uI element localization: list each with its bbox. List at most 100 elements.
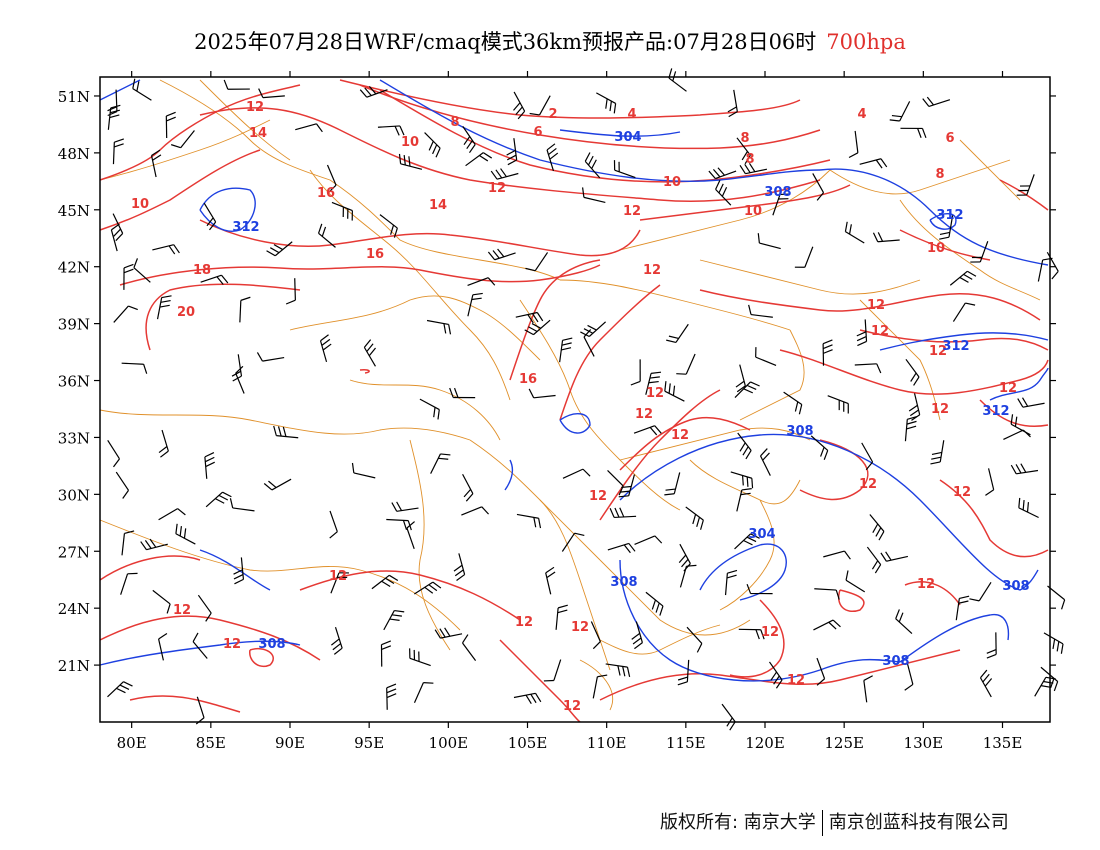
- wind-barb-feather: [482, 152, 493, 159]
- geopotential-label: 304: [748, 527, 775, 542]
- wind-barb-shaft: [200, 274, 222, 283]
- geopotential-label: 308: [786, 424, 813, 439]
- wind-barb-feather: [444, 627, 451, 637]
- wind-barb-feather: [655, 602, 660, 613]
- wind-barb-feather: [743, 388, 754, 394]
- wind-barb-feather: [875, 527, 882, 537]
- wind-barb-feather: [872, 523, 879, 533]
- wind-barb-feather: [619, 490, 631, 493]
- wind-barb-feather: [913, 376, 920, 386]
- wind-barb-feather: [389, 618, 400, 621]
- wind-barb-shaft: [330, 572, 340, 594]
- temperature-contour: [199, 219, 641, 257]
- wind-barb-feather: [394, 125, 400, 136]
- wind-barb-shaft: [276, 435, 299, 439]
- wind-barb-shaft: [274, 241, 293, 257]
- wind-barb-feather: [906, 420, 917, 425]
- wind-barb-feather: [524, 329, 534, 336]
- wind-barb-feather: [240, 296, 251, 301]
- wind-barb-feather: [562, 337, 573, 341]
- wind-barb-feather: [116, 687, 126, 694]
- wind-barb-feather: [746, 536, 757, 543]
- lon-label: 90E: [275, 734, 305, 752]
- wind-barb-feather: [1043, 680, 1054, 684]
- wind-barb-shaft: [110, 229, 118, 252]
- wind-barb-feather: [332, 643, 342, 651]
- temperature-label: 12: [859, 477, 877, 492]
- wind-barb-feather: [229, 498, 234, 509]
- wind-barb-feather: [736, 385, 746, 393]
- temperature-label: 2: [548, 107, 557, 122]
- boundary-line: [899, 199, 1041, 301]
- wind-barb-shaft: [877, 239, 900, 243]
- temperature-contour: [99, 555, 201, 581]
- wind-barb-feather: [692, 514, 697, 525]
- wind-barb-feather: [206, 217, 214, 227]
- geopotential-contour: [379, 79, 821, 182]
- temperature-label: 12: [999, 381, 1017, 396]
- temperature-contour: [499, 639, 581, 723]
- wind-barb-feather: [438, 457, 449, 460]
- temperature-contour: [199, 107, 821, 203]
- wind-barb-shaft: [1016, 469, 1039, 475]
- wind-barb-feather: [677, 676, 688, 681]
- wind-barb-shaft: [419, 398, 440, 411]
- temperature-label: 12: [571, 620, 589, 635]
- wind-barb-feather: [880, 552, 887, 562]
- boundary-line: [619, 169, 831, 251]
- pressure-level: 700hpa: [826, 30, 906, 54]
- wind-barb-feather: [744, 163, 751, 174]
- wind-barb-feather: [876, 363, 882, 374]
- wind-barb-feather: [466, 140, 473, 150]
- wind-barb-feather: [513, 102, 521, 111]
- temperature-label: 16: [317, 186, 335, 201]
- wind-barb-shaft: [845, 231, 865, 244]
- temperature-label: 10: [744, 204, 762, 219]
- wind-barb-shaft: [745, 168, 768, 175]
- wind-barb-feather: [654, 535, 663, 544]
- wind-barb-feather: [835, 589, 840, 600]
- wind-barb-feather: [221, 274, 229, 284]
- wind-barb-shaft: [939, 440, 945, 463]
- wind-barb-shaft: [533, 394, 556, 399]
- wind-barb-feather: [123, 268, 134, 274]
- temperature-contour: [129, 695, 241, 713]
- wind-barb-shaft: [592, 676, 598, 699]
- wind-barb-shaft: [161, 429, 169, 452]
- wind-barb-shaft: [539, 95, 551, 116]
- wind-barb-feather: [124, 530, 135, 535]
- wind-barb-shaft: [462, 473, 474, 494]
- geopotential-label: 312: [982, 404, 1009, 419]
- wind-barb-feather: [583, 328, 594, 334]
- wind-barb-feather: [320, 334, 329, 342]
- lon-label: 95E: [354, 734, 384, 752]
- wind-barb-feather: [760, 448, 768, 457]
- wind-barb-shaft: [462, 126, 476, 145]
- wind-barb-feather: [160, 450, 169, 458]
- temperature-label: 14: [249, 126, 267, 141]
- lon-label: 130E: [904, 734, 944, 752]
- wind-barb-feather: [394, 609, 405, 613]
- wind-barb-shaft: [559, 340, 564, 363]
- wind-barb-feather: [393, 227, 398, 238]
- wind-barb-feather: [170, 144, 181, 149]
- wind-barb-feather: [366, 343, 374, 352]
- lon-label: 120E: [745, 734, 785, 752]
- wind-barb-feather: [140, 541, 147, 551]
- wind-barb-feather: [462, 634, 469, 644]
- geopotential-contour: [99, 640, 301, 666]
- wind-barb-shaft: [759, 242, 781, 250]
- wind-barb-shaft: [596, 92, 616, 104]
- wind-barb-shaft: [107, 681, 124, 698]
- wind-barb-feather: [545, 566, 555, 574]
- wind-barb-feather: [114, 138, 125, 143]
- boundary-line: [289, 295, 541, 361]
- wind-barb-feather: [622, 666, 626, 677]
- wind-barb-feather: [1026, 502, 1030, 513]
- wind-barb-shaft: [326, 164, 337, 186]
- wind-barb-feather: [533, 517, 537, 528]
- wind-barb-feather: [487, 251, 496, 261]
- wind-barb-feather: [651, 599, 657, 610]
- temperature-label: 12: [623, 204, 641, 219]
- temperature-label: 6: [945, 131, 954, 146]
